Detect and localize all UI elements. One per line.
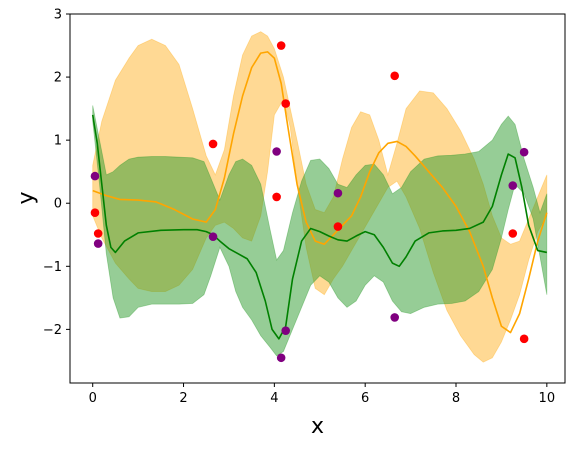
plot-area (90, 31, 548, 363)
scatter-point-0-9 (519, 334, 529, 344)
scatter-point-0-6 (333, 222, 343, 231)
x-tick-label: 6 (361, 391, 369, 406)
scatter-point-1-9 (519, 147, 529, 157)
y-tick-label: −1 (43, 260, 62, 275)
y-axis-label: y (14, 191, 39, 204)
scatter-point-1-3 (272, 147, 281, 156)
scatter-point-0-3 (272, 192, 281, 202)
scatter-point-1-2 (208, 232, 218, 241)
scatter-point-0-1 (93, 229, 103, 238)
axes-frame (69, 13, 566, 384)
scatter-point-1-4 (276, 353, 286, 363)
y-tick-label: 3 (54, 8, 62, 23)
x-tick-label: 2 (179, 391, 187, 406)
scatter-point-1-7 (390, 313, 400, 322)
confidence-band-1 (92, 105, 548, 357)
scatter-point-1-1 (93, 239, 103, 248)
y-tick-label: 1 (54, 134, 62, 149)
scatter-point-0-2 (208, 139, 218, 149)
scatter-point-1-5 (281, 326, 291, 335)
x-tick-label: 0 (89, 391, 97, 406)
mean-line-0 (92, 51, 548, 334)
scatter-point-0-4 (276, 41, 286, 50)
scatter-point-0-0 (90, 208, 100, 217)
scatter-point-0-7 (390, 71, 400, 81)
y-tick-label: 2 (54, 71, 62, 86)
y-tick-label: −2 (43, 323, 62, 338)
scatter-point-1-8 (508, 181, 518, 190)
scatter-point-0-5 (281, 99, 291, 108)
x-axis-label: x (311, 414, 324, 439)
scatter-point-1-0 (90, 171, 100, 181)
x-tick-label: 10 (539, 391, 556, 406)
x-tick-label: 4 (270, 391, 278, 406)
scatter-point-0-8 (508, 229, 518, 238)
mean-line-1 (91, 114, 547, 340)
tick-layer: 0 2 4 6 8 10 −2 −1 0 1 2 3 (43, 8, 555, 407)
scatter-point-1-6 (333, 188, 343, 198)
plot-clip-group (90, 31, 548, 363)
y-tick-label: 0 (54, 197, 62, 212)
x-tick-label: 8 (452, 391, 460, 406)
